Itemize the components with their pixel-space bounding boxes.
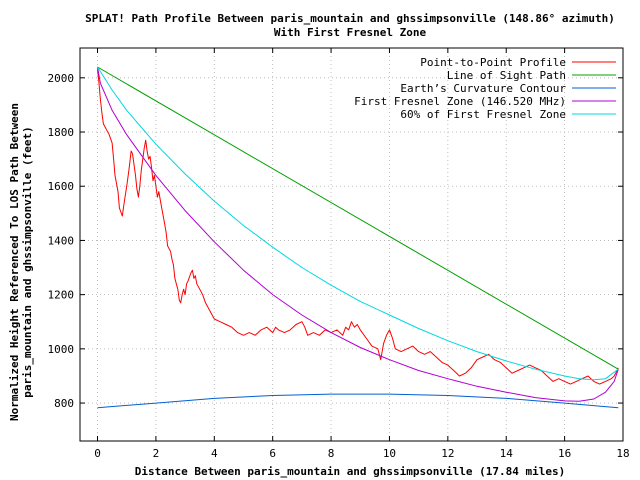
y-axis-label-line1: Normalized Height Referenced To LOS Path…: [8, 103, 21, 421]
y-tick-label: 800: [54, 397, 74, 410]
plot-frame: [79, 47, 624, 442]
y-tick-label: 1200: [48, 289, 75, 302]
series-line-3: [97, 393, 619, 409]
x-tick-label: 16: [558, 447, 571, 460]
x-tick-label: 6: [269, 447, 276, 460]
x-tick-label: 4: [211, 447, 218, 460]
y-tick-label: 1000: [48, 343, 75, 356]
y-tick-label: 2000: [48, 72, 75, 85]
x-tick-label: 12: [441, 447, 454, 460]
series-line-5: [97, 66, 619, 381]
x-tick-label: 18: [616, 447, 629, 460]
y-tick-label: 1600: [48, 180, 75, 193]
x-tick-label: 10: [383, 447, 396, 460]
x-tick-label: 8: [328, 447, 335, 460]
series-lines: [97, 66, 619, 409]
x-tick-label: 14: [500, 447, 514, 460]
legend-label: First Fresnel Zone (146.520 MHz): [354, 95, 566, 108]
chart-title-line1: SPLAT! Path Profile Between paris_mounta…: [85, 12, 615, 25]
y-tick-label: 1800: [48, 126, 75, 139]
legend-label: Line of Sight Path: [447, 69, 566, 82]
legend-label: 60% of First Fresnel Zone: [400, 108, 566, 121]
series-line-4: [97, 66, 619, 402]
series-line-2: [97, 66, 619, 370]
axis-ticks: 0 2 4 6 8 10 12 14 16 18 800 1000 1200 1400 1600 1800 20…: [48, 48, 630, 460]
legend-label: Earth’s Curvature Contour: [400, 82, 566, 95]
x-tick-label: 2: [153, 447, 160, 460]
y-tick-label: 1400: [48, 234, 75, 247]
x-tick-label: 0: [94, 447, 101, 460]
legend-label: Point-to-Point Profile: [420, 56, 566, 69]
y-axis-label-line2: paris_mountain and ghssimpsonville (feet…: [21, 126, 34, 398]
chart-title-line2: With First Fresnel Zone: [274, 26, 427, 39]
x-axis-label: Distance Between paris_mountain and ghss…: [135, 465, 565, 478]
